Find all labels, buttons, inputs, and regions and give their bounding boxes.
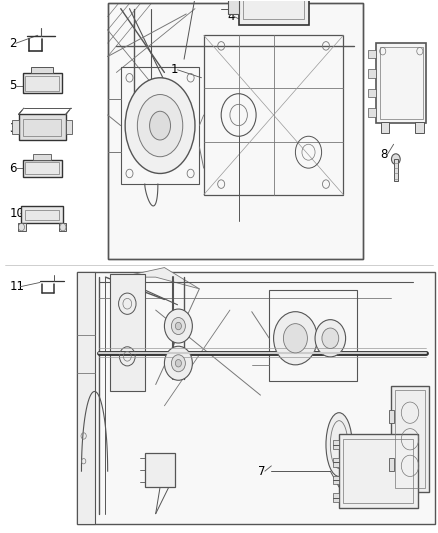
Bar [25, 163, 59, 174]
Text: 4: 4 [228, 10, 235, 23]
Text: 10: 10 [10, 207, 24, 220]
Bar [332, 476, 339, 484]
Ellipse shape [326, 413, 352, 477]
Bar [381, 122, 389, 133]
Bar [368, 108, 376, 117]
Bar [368, 50, 376, 58]
Bar [145, 453, 175, 487]
Ellipse shape [138, 94, 183, 157]
Bar [392, 386, 428, 492]
Circle shape [164, 309, 192, 343]
Bar [18, 223, 26, 231]
Bar [243, 0, 304, 19]
Bar [18, 115, 66, 140]
Bar [77, 272, 435, 524]
Bar [269, 290, 357, 381]
Circle shape [274, 312, 317, 365]
Bar [33, 155, 51, 160]
Ellipse shape [125, 78, 195, 173]
Bar [332, 494, 339, 502]
Bar [332, 458, 339, 466]
Bar [31, 67, 53, 73]
Bar [110, 274, 145, 391]
Bar [368, 88, 376, 97]
Text: 5: 5 [10, 79, 17, 92]
Bar [376, 43, 426, 123]
Circle shape [171, 318, 185, 335]
Bar [389, 458, 394, 471]
Circle shape [392, 154, 400, 165]
Bar [22, 73, 62, 93]
Bar [12, 120, 18, 134]
Bar [228, 0, 239, 14]
Bar [23, 119, 61, 136]
Circle shape [322, 328, 339, 349]
Bar [389, 410, 394, 423]
Text: 6: 6 [10, 161, 17, 175]
Bar [204, 35, 343, 195]
Circle shape [175, 360, 181, 367]
Bar [339, 434, 418, 508]
Ellipse shape [150, 111, 170, 140]
Bar [343, 439, 413, 503]
Bar [332, 440, 339, 449]
Bar [108, 3, 363, 259]
Text: 2: 2 [10, 37, 17, 50]
Bar [22, 160, 62, 176]
Circle shape [164, 346, 192, 380]
Bar [59, 223, 67, 231]
Text: 3: 3 [10, 122, 17, 135]
Circle shape [283, 324, 307, 353]
Bar [108, 3, 363, 259]
Circle shape [315, 320, 346, 357]
Bar [77, 272, 95, 524]
Bar [121, 67, 199, 184]
Bar [368, 69, 376, 78]
Text: 1: 1 [171, 63, 178, 76]
Circle shape [175, 322, 181, 330]
Bar [416, 122, 424, 133]
Text: 11: 11 [10, 280, 25, 293]
Bar [25, 76, 59, 91]
Bar [239, 0, 308, 25]
Bar [395, 390, 425, 488]
Bar [25, 209, 60, 220]
Text: 8: 8 [381, 148, 388, 161]
Polygon shape [121, 268, 199, 289]
Text: 9: 9 [162, 467, 170, 480]
Text: 7: 7 [258, 465, 266, 478]
Bar [394, 159, 398, 181]
Circle shape [171, 355, 185, 372]
Bar [66, 120, 72, 134]
Bar [21, 206, 63, 223]
Bar [380, 47, 423, 119]
